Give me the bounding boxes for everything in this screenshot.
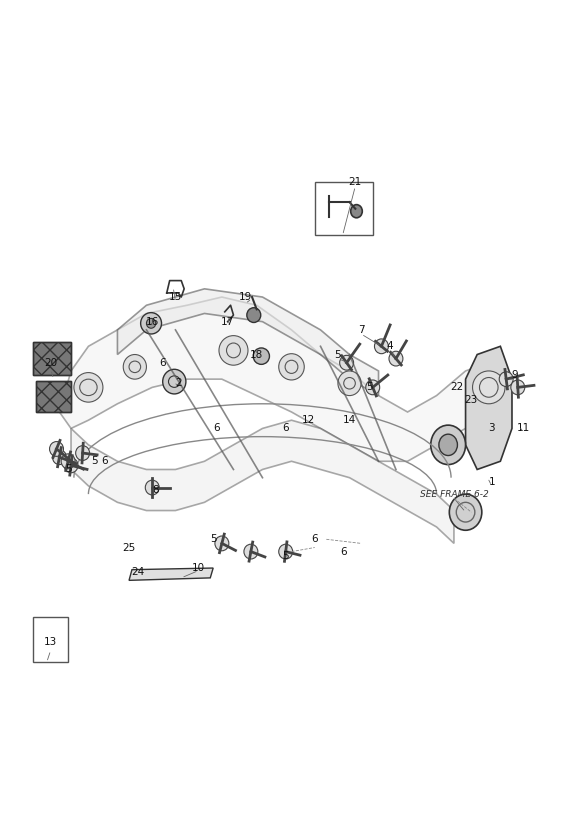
Ellipse shape <box>473 371 505 404</box>
Text: 19: 19 <box>238 292 252 302</box>
Ellipse shape <box>163 369 186 394</box>
Bar <box>33 617 68 662</box>
Ellipse shape <box>129 361 141 372</box>
Ellipse shape <box>80 379 97 396</box>
Text: 16: 16 <box>146 316 159 326</box>
Ellipse shape <box>431 425 466 465</box>
Ellipse shape <box>227 343 240 358</box>
Ellipse shape <box>511 380 525 395</box>
Text: 24: 24 <box>131 567 145 577</box>
Ellipse shape <box>64 458 78 473</box>
Ellipse shape <box>123 354 146 379</box>
Text: 17: 17 <box>221 316 234 326</box>
Text: 6: 6 <box>159 358 166 368</box>
Text: 9: 9 <box>511 370 518 380</box>
Text: 5: 5 <box>91 456 97 466</box>
Text: 5: 5 <box>282 550 289 560</box>
Text: SEE FRAME 6-2: SEE FRAME 6-2 <box>420 489 489 499</box>
Text: 2: 2 <box>175 378 182 388</box>
Ellipse shape <box>244 544 258 559</box>
Ellipse shape <box>366 380 380 395</box>
Text: 22: 22 <box>450 382 463 392</box>
Ellipse shape <box>338 371 361 396</box>
Ellipse shape <box>76 446 90 461</box>
Ellipse shape <box>499 372 513 386</box>
Ellipse shape <box>449 494 482 531</box>
Text: 5: 5 <box>65 465 72 475</box>
Text: 6: 6 <box>282 424 289 433</box>
Ellipse shape <box>219 335 248 365</box>
Text: 1: 1 <box>489 477 495 487</box>
Ellipse shape <box>61 454 75 469</box>
Ellipse shape <box>50 442 64 456</box>
Text: 6: 6 <box>213 424 219 433</box>
Ellipse shape <box>351 204 362 218</box>
Text: 3: 3 <box>489 424 495 433</box>
Text: 6: 6 <box>311 534 318 545</box>
Bar <box>315 182 373 236</box>
Polygon shape <box>129 568 213 580</box>
Text: 5: 5 <box>367 382 373 392</box>
Ellipse shape <box>279 353 304 380</box>
Text: 14: 14 <box>343 415 356 425</box>
Text: 7: 7 <box>358 325 364 335</box>
Ellipse shape <box>146 318 156 328</box>
Ellipse shape <box>141 312 161 334</box>
Text: 11: 11 <box>517 424 530 433</box>
Text: 10: 10 <box>192 563 205 573</box>
Text: 5: 5 <box>335 349 341 359</box>
Polygon shape <box>59 297 489 461</box>
Text: 20: 20 <box>44 358 57 368</box>
Text: 23: 23 <box>465 395 478 405</box>
Text: 8: 8 <box>152 485 159 495</box>
Ellipse shape <box>253 348 269 364</box>
Ellipse shape <box>52 450 66 465</box>
FancyBboxPatch shape <box>33 342 71 375</box>
Ellipse shape <box>285 360 298 373</box>
Text: 6: 6 <box>340 546 347 556</box>
Ellipse shape <box>247 307 261 322</box>
Text: 25: 25 <box>122 542 136 553</box>
Polygon shape <box>117 289 378 396</box>
Ellipse shape <box>479 377 498 397</box>
Ellipse shape <box>279 544 293 559</box>
Text: 15: 15 <box>169 292 182 302</box>
Text: 21: 21 <box>349 177 362 187</box>
Ellipse shape <box>215 536 229 550</box>
Ellipse shape <box>145 480 159 495</box>
Text: 6: 6 <box>101 456 108 466</box>
Ellipse shape <box>340 355 353 370</box>
Ellipse shape <box>74 372 103 402</box>
Text: 18: 18 <box>250 349 264 359</box>
Polygon shape <box>71 420 454 543</box>
Text: 13: 13 <box>44 637 57 647</box>
Ellipse shape <box>374 339 388 353</box>
FancyBboxPatch shape <box>36 381 71 412</box>
Polygon shape <box>466 346 512 470</box>
Text: 12: 12 <box>302 415 315 425</box>
Ellipse shape <box>439 434 458 456</box>
Text: 4: 4 <box>387 341 394 351</box>
Text: 5: 5 <box>210 534 216 545</box>
Ellipse shape <box>389 351 403 366</box>
Ellipse shape <box>344 377 355 389</box>
